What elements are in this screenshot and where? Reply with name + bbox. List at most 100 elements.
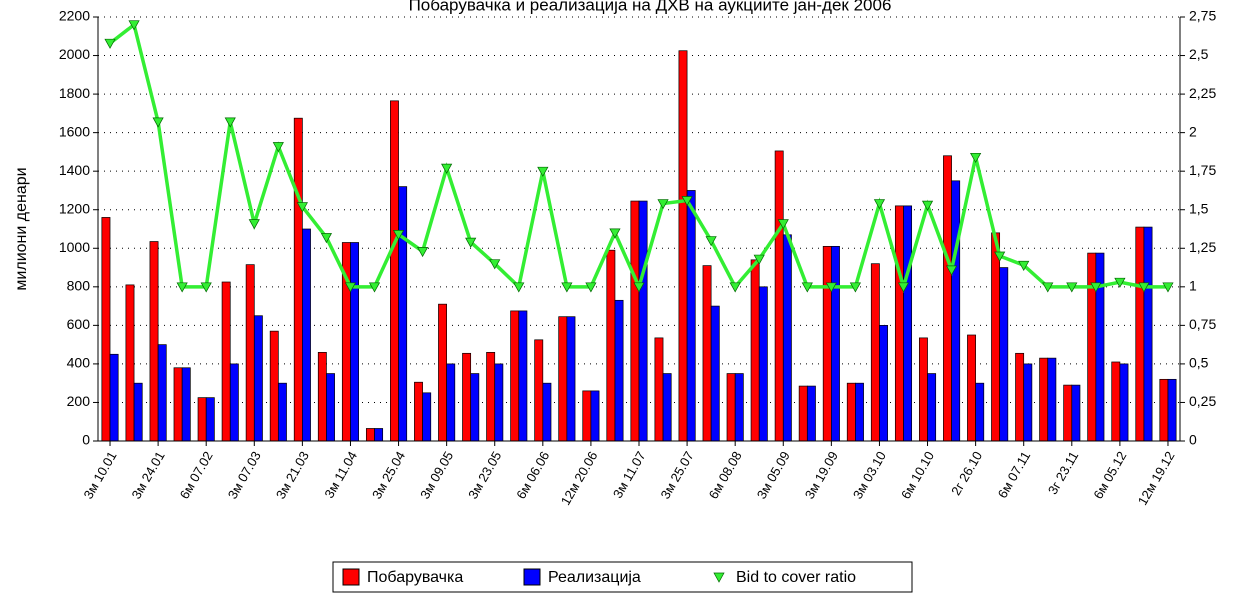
bar [806,385,816,442]
bar [831,245,840,442]
x-tick-label: 12м 19.12 [1135,449,1178,508]
marker [897,282,910,293]
bar [125,284,135,442]
bar [173,367,183,442]
bar [277,382,287,442]
marker [344,282,357,293]
marker [320,233,333,244]
bar [221,281,231,442]
legend-marker [713,572,725,583]
marker [1066,282,1078,293]
legend-label: Реализација [548,569,641,586]
bar [846,382,856,442]
marker [152,117,164,128]
bar [638,200,648,442]
bar [534,339,544,442]
marker [368,282,381,293]
x-tick-label: 6м 08.08 [706,449,745,502]
bar [494,363,504,442]
bar [422,392,432,442]
y2-tick-label: 1 [1189,278,1197,294]
bar [590,390,600,442]
marker [272,142,284,153]
bar [919,337,928,442]
marker [657,199,669,210]
bar [149,241,159,442]
marker [200,282,212,293]
bar [999,267,1009,442]
marker [417,247,429,258]
y2-tick-label: 0,25 [1189,393,1216,409]
bar [710,305,720,442]
marker [1042,282,1054,293]
bar [975,382,985,442]
marker [513,282,525,293]
bar [1015,352,1025,442]
marker [945,265,958,276]
x-tick-label: 12м 20.06 [558,449,601,508]
y2-tick-label: 0,75 [1189,316,1216,332]
bar [398,186,408,442]
bar [414,381,423,442]
marker [1162,282,1174,293]
marker [296,202,308,213]
chart-title: Побарувачка и реализација на ДХВ на аукц… [409,0,892,14]
bar [253,315,263,442]
y2-tick-label: 2,75 [1189,8,1216,24]
bar [101,217,111,442]
bar [1111,361,1121,442]
y-tick-label: 400 [67,355,91,371]
marker [681,196,693,207]
bar [774,150,784,442]
y2-tick-label: 1,75 [1189,162,1216,178]
y-tick-label: 1200 [59,200,90,216]
bar [798,385,808,442]
bar [181,367,191,442]
x-tick-label: 3м 09.05 [417,449,456,502]
bar [1047,357,1057,442]
bar [1087,252,1097,442]
bar [822,245,832,442]
bar [438,303,447,442]
bar [350,242,359,442]
bar [293,117,303,442]
y-tick-label: 2200 [59,8,90,24]
marker [248,219,260,230]
legend-label: Bid to cover ratio [736,569,856,586]
y-tick-label: 0 [82,432,90,448]
marker [994,251,1006,262]
y-axis-label: милиони денари [13,167,30,290]
bar [662,373,672,442]
bar [486,351,496,442]
y2-tick-label: 2,5 [1189,46,1209,62]
x-tick-label: 6м 05.12 [1090,449,1129,502]
marker [1138,282,1150,293]
bar [245,264,255,442]
bar [326,373,335,442]
marker [825,282,837,293]
bar [879,325,888,442]
bar [390,100,399,442]
bar [269,330,279,442]
marker [1018,260,1030,271]
bar [197,397,207,442]
marker [128,20,140,31]
x-tick-label: 6м 10.10 [898,449,937,502]
bar [205,397,215,442]
x-tick-label: 3м 07.03 [225,449,264,502]
marker [104,38,116,49]
bar [542,382,552,442]
y-tick-label: 600 [67,316,91,332]
marker [537,166,549,177]
marker [753,254,765,265]
y-tick-label: 1400 [59,162,90,178]
bar [374,428,384,442]
bar [991,232,1001,442]
x-tick-label: 6м 06.06 [513,449,552,502]
x-tick-label: 3м 24.01 [129,449,168,502]
bar [630,200,640,442]
bar [894,205,904,442]
marker [633,282,645,293]
x-tick-label: 6м 07.02 [177,449,216,502]
